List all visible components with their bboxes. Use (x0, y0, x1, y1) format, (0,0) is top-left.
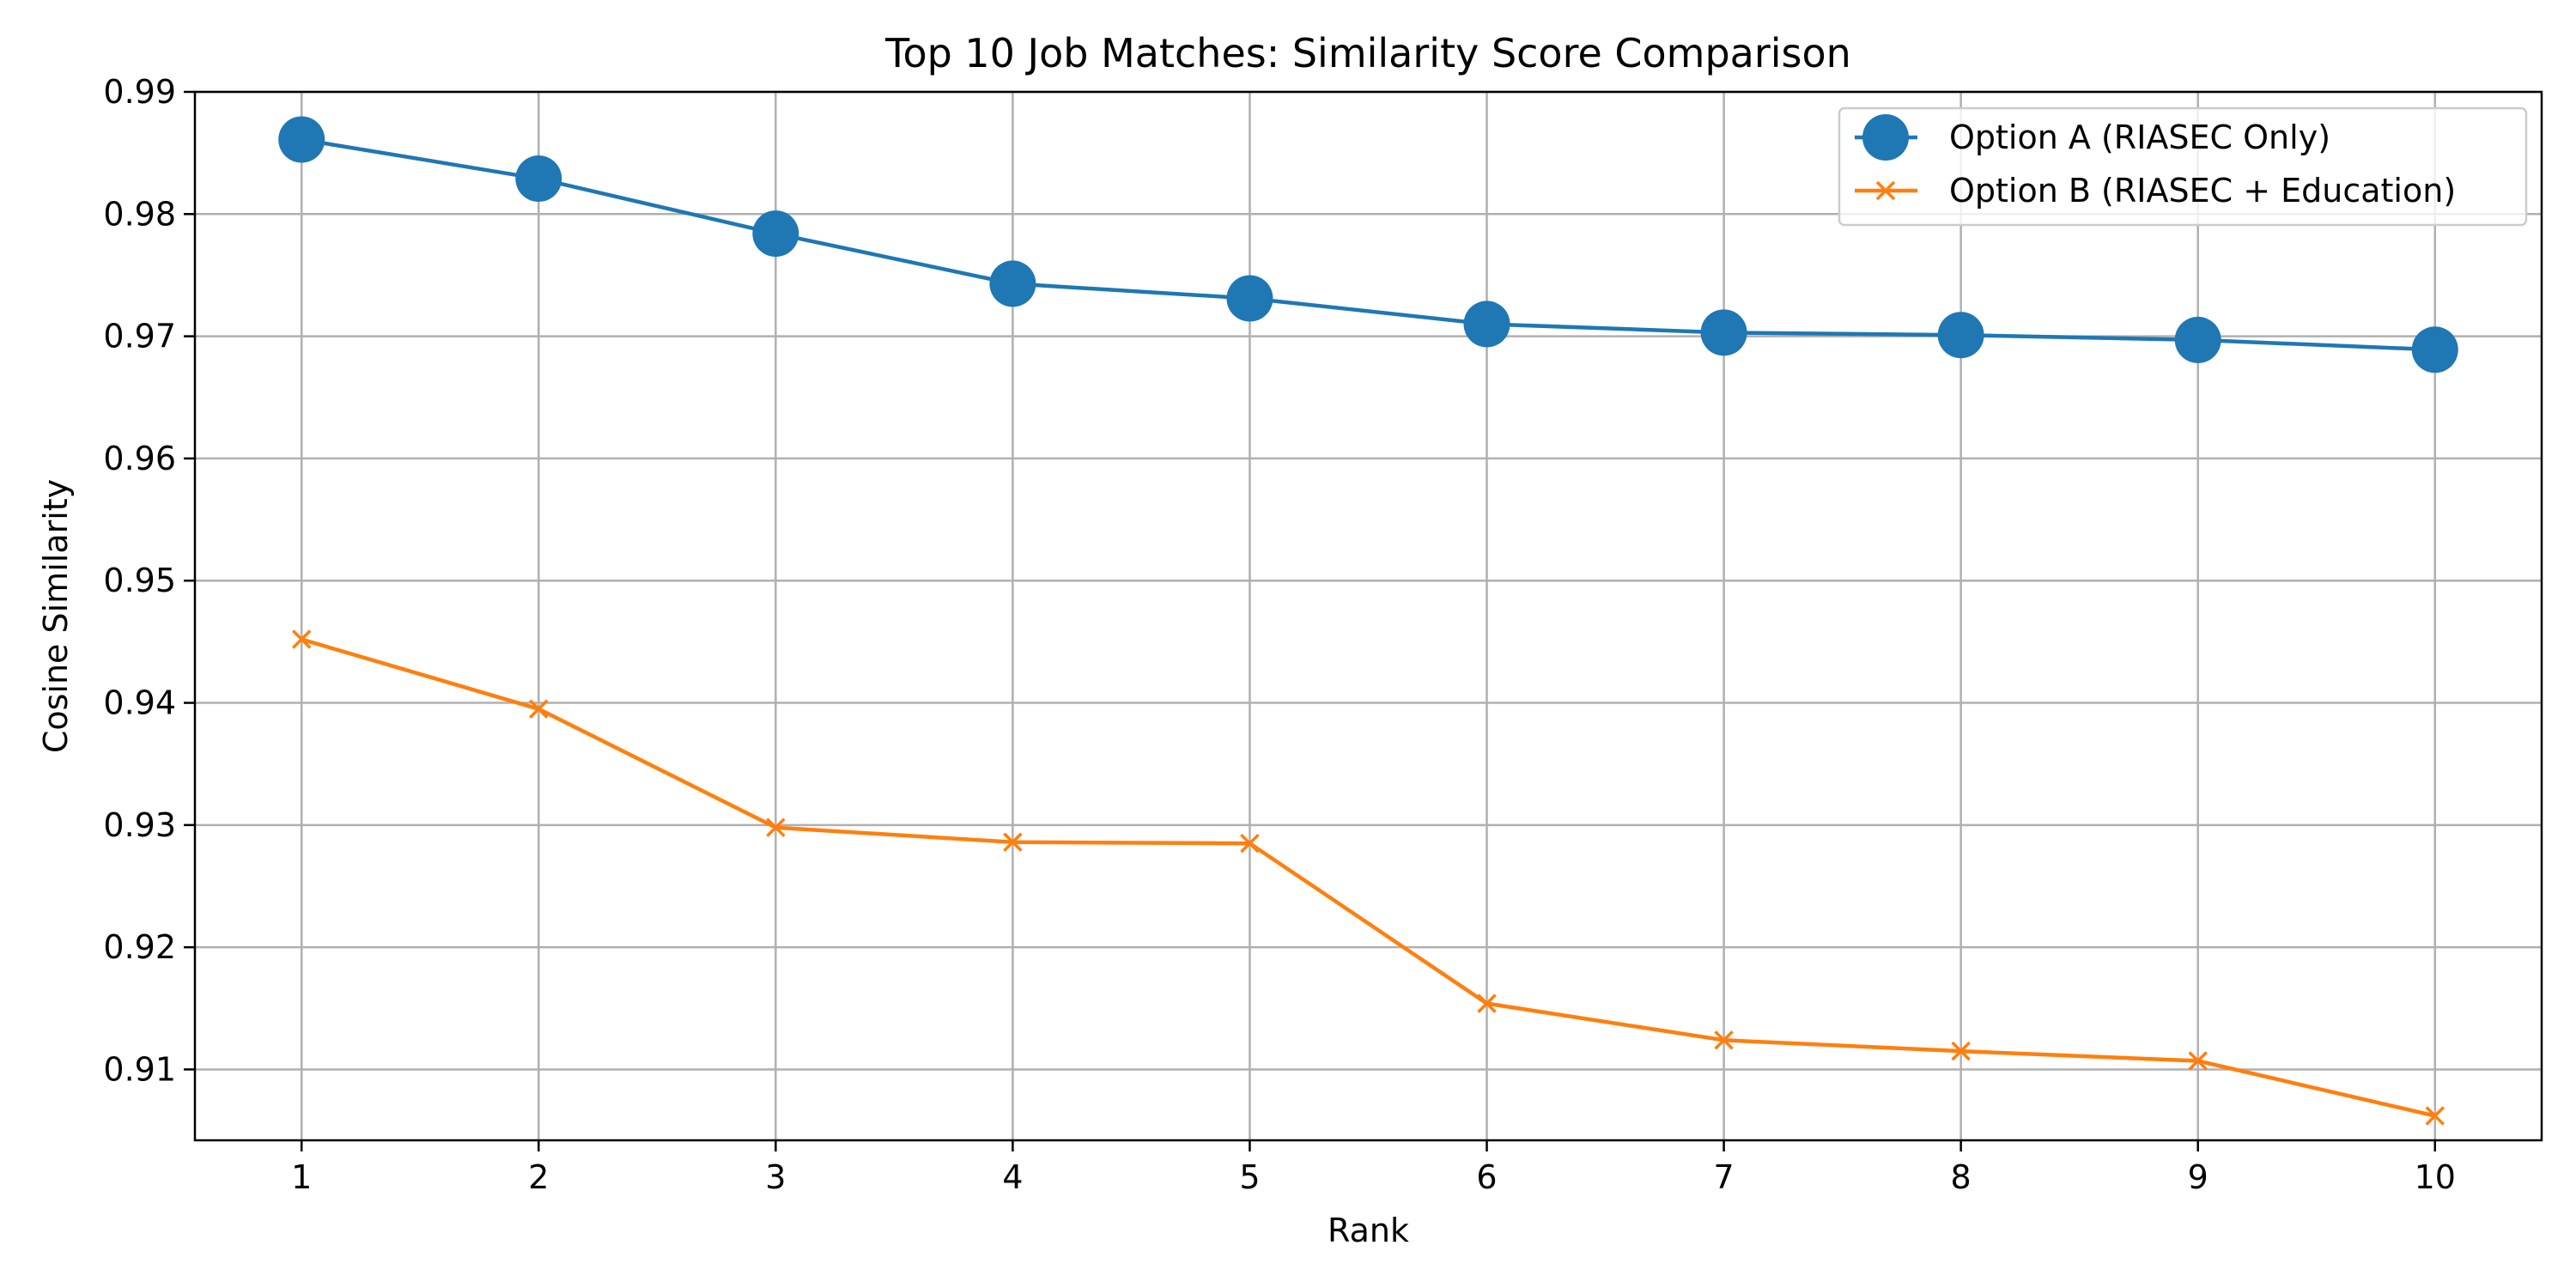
x-marker-stroke (1875, 180, 1896, 201)
x-tick-label: 9 (2188, 1158, 2208, 1196)
data-point (1477, 993, 1497, 1013)
x-marker-stroke (766, 817, 786, 837)
x-tick-label: 6 (1476, 1158, 1497, 1196)
y-tick-label: 0.92 (103, 928, 176, 966)
data-point (1714, 1030, 1734, 1050)
legend-marker (1875, 180, 1896, 201)
data-point (1937, 312, 1984, 359)
series-line (299, 637, 2438, 1118)
x-marker-stroke (2425, 1106, 2445, 1126)
x-tick-label: 3 (765, 1158, 786, 1196)
data-point (2174, 316, 2221, 363)
x-tick-label: 8 (1951, 1158, 1971, 1196)
data-point (291, 629, 312, 649)
x-marker-stroke (1240, 833, 1260, 854)
data-point (1700, 309, 1747, 356)
chart-legend: Option A (RIASEC Only) Option B (RIASEC +… (1838, 106, 2528, 227)
y-tick-label: 0.96 (103, 440, 176, 477)
x-marker-stroke (1951, 1041, 1971, 1061)
data-point (766, 817, 786, 837)
legend-entry: Option A (RIASEC Only) (1855, 114, 2330, 161)
x-tick-label: 10 (2415, 1158, 2456, 1196)
data-point (515, 155, 562, 203)
x-marker-stroke (2188, 1051, 2208, 1071)
y-tick-label: 0.93 (103, 806, 176, 844)
x-axis-label: Rank (1327, 1212, 1409, 1249)
data-point (1463, 301, 1510, 348)
series-option-b (291, 629, 2445, 1126)
plot-area-frame (193, 90, 2543, 1142)
y-axis-label: Cosine Similarity (37, 479, 75, 753)
x-tick-label: 5 (1239, 1158, 1260, 1196)
x-marker-stroke (1714, 1030, 1734, 1050)
y-tick-label: 0.91 (103, 1050, 176, 1088)
legend-label: Option B (RIASEC + Education) (1949, 172, 2456, 210)
data-point (278, 116, 325, 163)
data-point (1951, 1041, 1971, 1061)
y-tick-label: 0.97 (103, 318, 176, 355)
x-tick-label: 4 (1002, 1158, 1023, 1196)
series-line (299, 137, 2438, 352)
data-point (2425, 1106, 2445, 1126)
data-point (752, 210, 799, 258)
data-point (2188, 1051, 2208, 1071)
legend-label: Option A (RIASEC Only) (1949, 118, 2330, 156)
x-marker-stroke (529, 699, 549, 719)
y-tick-label: 0.99 (103, 73, 176, 111)
series-option-a (278, 116, 2458, 374)
data-point (1226, 275, 1273, 322)
x-marker-stroke (1003, 832, 1023, 853)
x-marker-stroke (1477, 993, 1497, 1013)
x-tick-label: 2 (528, 1158, 549, 1196)
chart-title: Top 10 Job Matches: Similarity Score Com… (884, 30, 1851, 76)
x-tick-label: 1 (291, 1158, 312, 1196)
x-marker-stroke (291, 629, 312, 649)
x-tick-label: 7 (1713, 1158, 1734, 1196)
legend-marker (1862, 114, 1909, 161)
data-point (2411, 326, 2458, 374)
y-tick-label: 0.98 (103, 195, 176, 233)
y-tick-label: 0.94 (103, 684, 176, 722)
data-point (989, 260, 1036, 307)
legend-box (1838, 106, 2528, 227)
data-point (1240, 833, 1260, 854)
data-point (1003, 832, 1023, 853)
data-point (529, 699, 549, 719)
legend-entry: Option B (RIASEC + Education) (1855, 172, 2456, 210)
y-tick-label: 0.95 (103, 562, 176, 599)
